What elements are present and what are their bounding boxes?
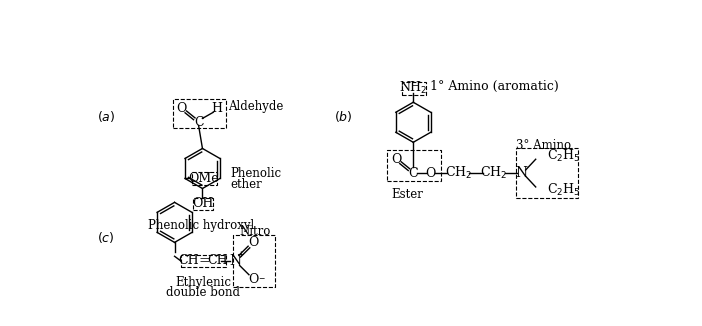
Text: CH$_2$: CH$_2$ <box>444 165 472 181</box>
Text: Phenolic: Phenolic <box>230 167 281 180</box>
Text: OMe: OMe <box>188 172 219 185</box>
Text: Ethylenic: Ethylenic <box>176 276 231 289</box>
Text: Phenolic hydroxyl: Phenolic hydroxyl <box>148 219 254 232</box>
Bar <box>192 172 217 185</box>
Text: CH: CH <box>178 254 199 267</box>
Text: $^-$: $^-$ <box>257 276 266 286</box>
Text: double bond: double bond <box>166 286 240 299</box>
Text: $(a)$: $(a)$ <box>97 109 115 124</box>
Text: CH: CH <box>208 254 228 267</box>
Bar <box>234 235 275 287</box>
Text: C: C <box>194 116 204 129</box>
Text: Nitro: Nitro <box>239 225 271 238</box>
Text: $^+$: $^+$ <box>236 250 245 260</box>
Text: N: N <box>516 166 528 180</box>
Text: NH$_2$: NH$_2$ <box>399 80 428 96</box>
Text: O: O <box>249 273 259 286</box>
Bar <box>193 198 213 210</box>
Bar <box>173 99 226 128</box>
Text: H: H <box>212 102 223 115</box>
Text: Aldehyde: Aldehyde <box>228 100 284 113</box>
Bar <box>387 150 441 181</box>
Text: $(c)$: $(c)$ <box>97 230 114 245</box>
Text: N: N <box>229 254 241 268</box>
Text: ether: ether <box>230 178 262 191</box>
Text: O: O <box>391 153 402 166</box>
Text: 3° Amino: 3° Amino <box>516 139 571 152</box>
Text: O: O <box>176 102 187 115</box>
Text: C$_2$H$_5$: C$_2$H$_5$ <box>547 182 580 198</box>
Text: CH$_2$: CH$_2$ <box>480 165 508 181</box>
Text: Ester: Ester <box>391 188 423 201</box>
Bar <box>180 255 226 267</box>
Bar <box>515 148 578 198</box>
Text: O: O <box>249 236 259 249</box>
Text: =: = <box>198 254 210 268</box>
Text: C: C <box>409 167 418 180</box>
Bar <box>402 82 425 95</box>
Text: 1° Amino (aromatic): 1° Amino (aromatic) <box>430 81 559 93</box>
Text: OH: OH <box>192 198 213 210</box>
Text: C$_2$H$_5$: C$_2$H$_5$ <box>547 148 580 164</box>
Text: O: O <box>425 167 435 180</box>
Text: $(b)$: $(b)$ <box>334 109 353 124</box>
